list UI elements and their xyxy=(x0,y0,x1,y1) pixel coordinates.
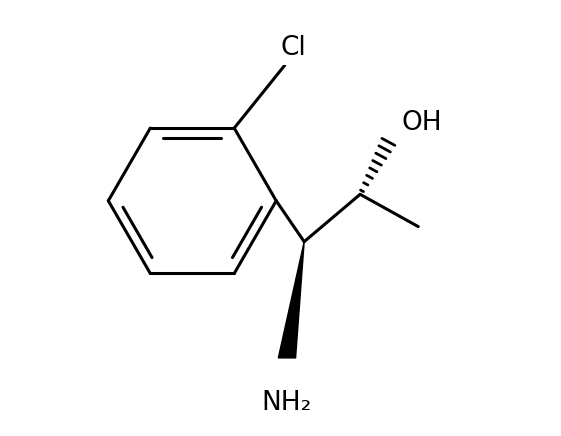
Text: Cl: Cl xyxy=(280,35,306,61)
Text: NH₂: NH₂ xyxy=(262,390,312,416)
Polygon shape xyxy=(278,242,304,358)
Text: OH: OH xyxy=(401,110,442,136)
